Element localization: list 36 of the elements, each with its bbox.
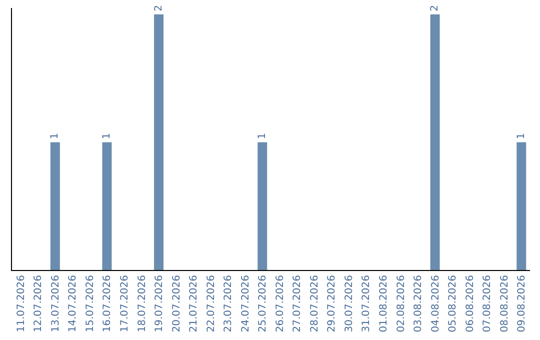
x-tick-label: 26.07.2026 — [274, 275, 286, 332]
x-tick-label: 31.07.2026 — [361, 275, 372, 332]
x-tick-label: 12.07.2026 — [33, 275, 44, 332]
x-tick-label: 06.08.2026 — [464, 275, 476, 332]
data-label: 1 — [256, 132, 268, 140]
x-tick-label: 04.08.2026 — [430, 275, 442, 332]
x-tick-label: 01.08.2026 — [378, 275, 390, 332]
x-tick-label: 03.08.2026 — [413, 275, 424, 332]
x-tick-label: 20.07.2026 — [171, 275, 182, 332]
data-label: 2 — [153, 5, 164, 12]
x-tick-label: 14.07.2026 — [68, 275, 79, 332]
x-tick-label: 13.07.2026 — [50, 275, 62, 332]
x-tick-label: 21.07.2026 — [188, 275, 200, 332]
x-tick-label: 09.08.2026 — [516, 275, 528, 332]
x-tick-label: 08.08.2026 — [499, 275, 510, 332]
x-tick-label: 27.07.2026 — [292, 275, 304, 332]
x-tick-label: 18.07.2026 — [136, 275, 148, 332]
x-tick-label: 28.07.2026 — [309, 275, 320, 332]
x-tick-label: 30.07.2026 — [344, 275, 355, 332]
data-label: 1 — [101, 132, 112, 140]
x-tick-label: 25.07.2026 — [258, 275, 269, 332]
x-tick-label: 16.07.2026 — [102, 275, 114, 332]
x-tick-label: 22.07.2026 — [206, 275, 217, 332]
x-tick-label: 15.07.2026 — [84, 275, 96, 332]
x-tick-label: 07.08.2026 — [482, 275, 494, 332]
x-tick-label: 17.07.2026 — [119, 275, 130, 332]
x-tick-label: 11.07.2026 — [16, 275, 27, 332]
x-tick-label: 19.07.2026 — [154, 275, 166, 332]
x-tick-label: 29.07.2026 — [326, 275, 338, 332]
x-tick-label: 05.08.2026 — [448, 275, 459, 332]
x-tick-label: 24.07.2026 — [240, 275, 252, 332]
data-label: 2 — [430, 5, 441, 12]
data-label: 1 — [516, 132, 527, 140]
x-tick-label: 23.07.2026 — [223, 275, 234, 332]
x-tick-label: 02.08.2026 — [396, 275, 407, 332]
data-label: 1 — [50, 132, 61, 140]
